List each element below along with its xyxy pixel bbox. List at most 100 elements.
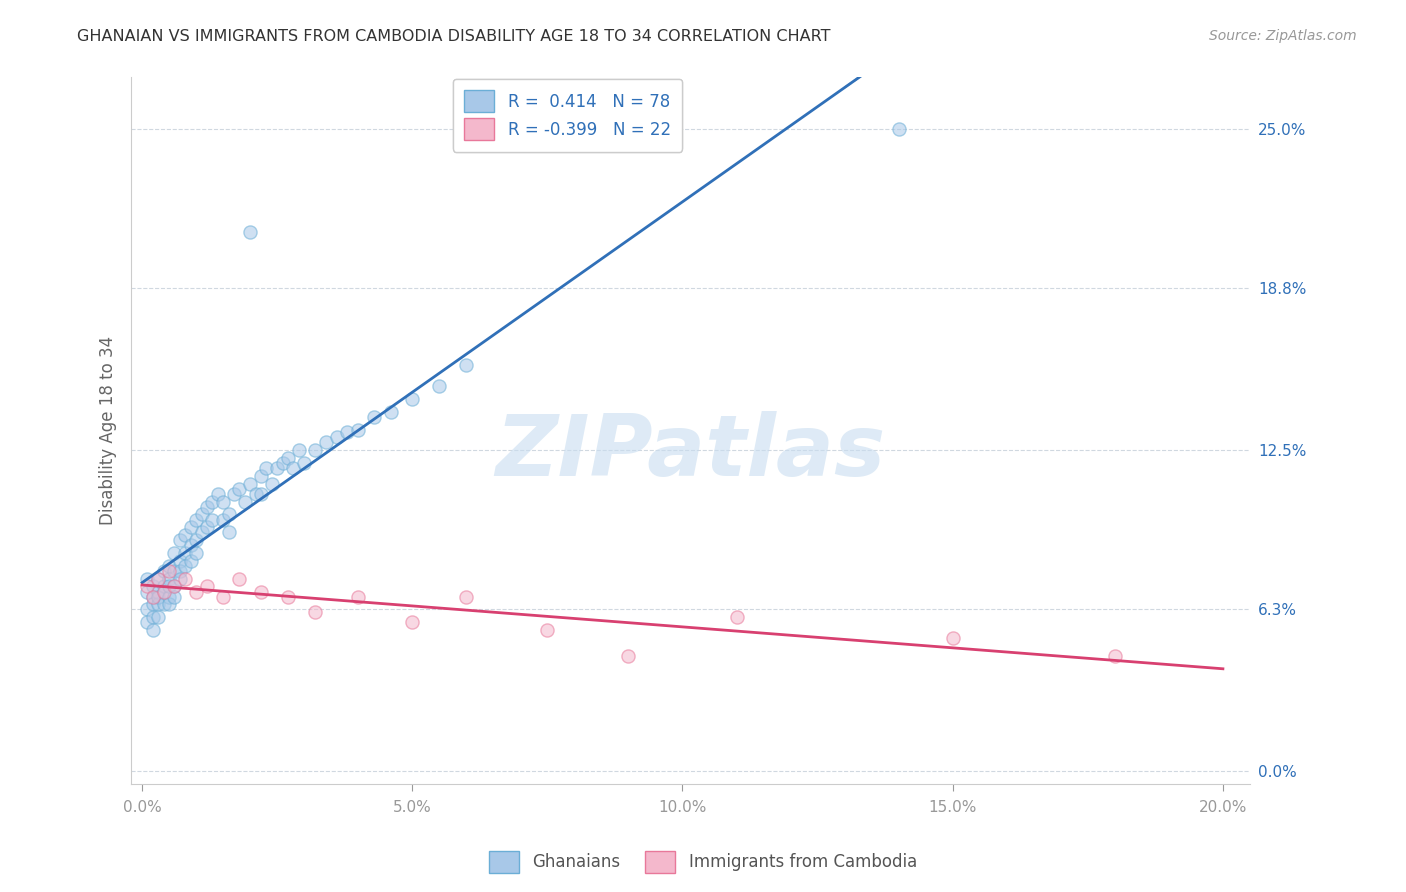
Point xyxy=(336,425,359,439)
Point xyxy=(157,558,180,573)
Point xyxy=(148,590,170,604)
Point xyxy=(277,450,299,465)
Point xyxy=(148,584,170,599)
Point xyxy=(288,443,311,458)
Point xyxy=(212,590,235,604)
Point xyxy=(250,468,273,483)
Point xyxy=(180,520,202,534)
Point xyxy=(142,623,165,637)
Point xyxy=(401,392,423,406)
Point xyxy=(148,572,170,586)
Point xyxy=(136,602,159,616)
Point xyxy=(142,579,165,593)
Text: Source: ZipAtlas.com: Source: ZipAtlas.com xyxy=(1209,29,1357,43)
Point xyxy=(136,584,159,599)
Point xyxy=(142,610,165,624)
Point xyxy=(254,461,277,475)
Point xyxy=(201,494,224,508)
Point xyxy=(169,554,191,568)
Point xyxy=(277,590,299,604)
Point xyxy=(233,494,256,508)
Point xyxy=(169,572,191,586)
Point xyxy=(207,487,229,501)
Point xyxy=(315,435,337,450)
Legend: R =  0.414   N = 78, R = -0.399   N = 22: R = 0.414 N = 78, R = -0.399 N = 22 xyxy=(453,78,682,152)
Point xyxy=(157,572,180,586)
Point xyxy=(180,554,202,568)
Point xyxy=(725,610,748,624)
Point xyxy=(456,590,478,604)
Point xyxy=(195,579,218,593)
Point xyxy=(148,598,170,612)
Point xyxy=(325,430,347,444)
Point xyxy=(617,648,640,663)
Point xyxy=(347,590,370,604)
Point xyxy=(174,546,197,560)
Point xyxy=(218,508,240,522)
Point xyxy=(190,508,212,522)
Point xyxy=(174,558,197,573)
Point xyxy=(169,564,191,578)
Point xyxy=(228,482,250,496)
Point xyxy=(136,579,159,593)
Point xyxy=(136,572,159,586)
Point xyxy=(163,590,186,604)
Point xyxy=(1104,648,1126,663)
Point xyxy=(163,564,186,578)
Point xyxy=(456,359,478,373)
Point xyxy=(283,461,305,475)
Text: ZIPatlas: ZIPatlas xyxy=(495,410,886,493)
Point xyxy=(195,500,218,514)
Point xyxy=(180,538,202,552)
Point xyxy=(427,379,450,393)
Point xyxy=(380,404,402,418)
Point xyxy=(250,584,273,599)
Point xyxy=(222,487,245,501)
Point xyxy=(292,456,315,470)
Point xyxy=(157,579,180,593)
Point xyxy=(228,572,250,586)
Point xyxy=(195,520,218,534)
Point xyxy=(536,623,558,637)
Point xyxy=(218,525,240,540)
Point xyxy=(142,590,165,604)
Point xyxy=(148,610,170,624)
Point xyxy=(942,631,965,645)
Point xyxy=(271,456,294,470)
Point xyxy=(184,512,207,526)
Point xyxy=(157,590,180,604)
Point xyxy=(184,584,207,599)
Point xyxy=(887,121,910,136)
Point xyxy=(239,225,262,239)
Point xyxy=(148,572,170,586)
Point xyxy=(142,590,165,604)
Point xyxy=(174,572,197,586)
Point xyxy=(401,615,423,630)
Point xyxy=(239,476,262,491)
Point xyxy=(304,605,326,619)
Point xyxy=(260,476,283,491)
Point xyxy=(212,494,235,508)
Point xyxy=(157,564,180,578)
Point xyxy=(245,487,267,501)
Point xyxy=(136,615,159,630)
Point xyxy=(250,487,273,501)
Point xyxy=(157,598,180,612)
Point xyxy=(184,546,207,560)
Point xyxy=(163,546,186,560)
Point xyxy=(184,533,207,547)
Legend: Ghanaians, Immigrants from Cambodia: Ghanaians, Immigrants from Cambodia xyxy=(482,845,924,880)
Point xyxy=(266,461,288,475)
Point xyxy=(174,528,197,542)
Point xyxy=(152,598,174,612)
Point xyxy=(169,533,191,547)
Point xyxy=(212,512,235,526)
Point xyxy=(152,584,174,599)
Point xyxy=(190,525,212,540)
Point xyxy=(201,512,224,526)
Y-axis label: Disability Age 18 to 34: Disability Age 18 to 34 xyxy=(100,336,117,525)
Point xyxy=(163,579,186,593)
Point xyxy=(163,579,186,593)
Point xyxy=(363,409,385,424)
Point xyxy=(152,584,174,599)
